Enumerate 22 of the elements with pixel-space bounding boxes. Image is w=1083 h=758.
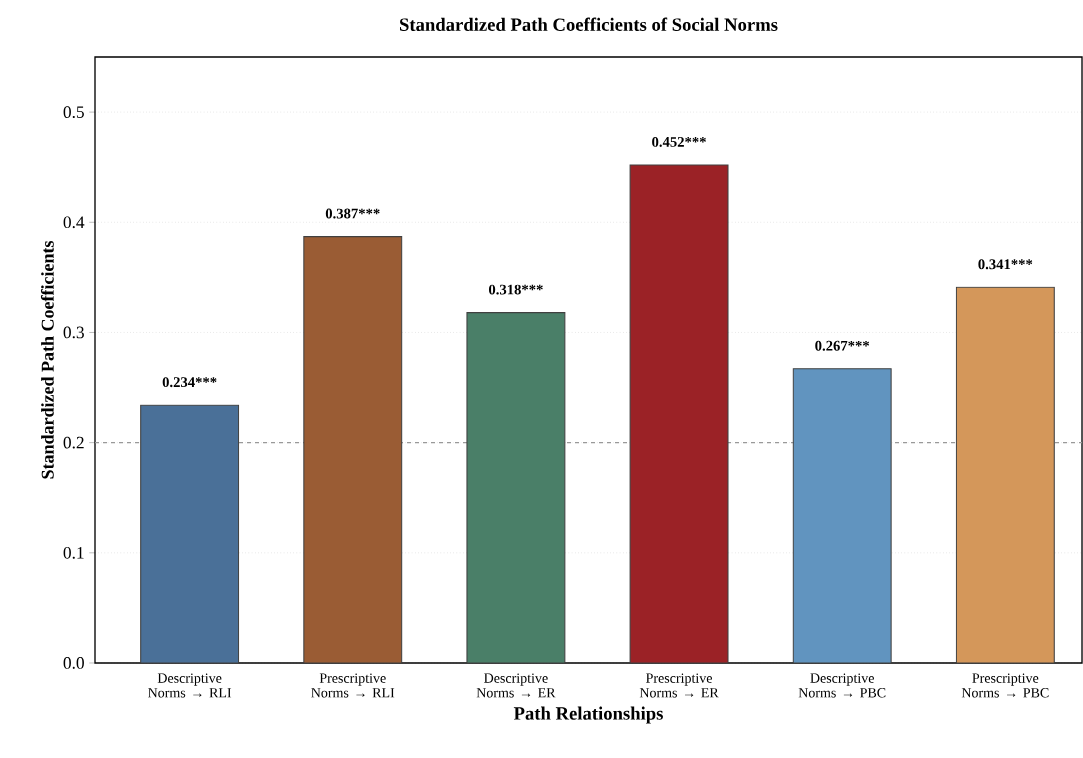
y-tick-label: 0.4 xyxy=(63,216,85,229)
chart-title: Standardized Path Coefficients of Social Norms xyxy=(400,17,778,31)
x-tick-label: Prescriptive Norms → RLI xyxy=(311,673,395,698)
y-tick-label: 0.5 xyxy=(63,106,84,118)
data-label: 0.234*** xyxy=(162,377,217,388)
x-tick-label: Descriptive Norms → ER xyxy=(476,673,556,698)
x-axis-title: Path Relationships xyxy=(513,706,663,724)
x-tick-label: Prescriptive Norms → ER xyxy=(639,673,719,698)
y-tick-label: 0.2 xyxy=(63,436,84,449)
data-label: 0.452*** xyxy=(652,136,706,147)
x-tick-label: Prescriptive Norms → PBC xyxy=(961,673,1049,698)
x-tick-label: Descriptive Norms → RLI xyxy=(148,673,232,698)
data-label: 0.318*** xyxy=(488,284,543,295)
y-axis-title: Standardized Path Coefficients xyxy=(40,240,54,479)
data-label: 0.267*** xyxy=(815,340,870,351)
y-tick-label: 0.1 xyxy=(63,546,84,559)
bar xyxy=(466,312,566,663)
data-label: 0.341*** xyxy=(978,259,1033,270)
y-tick-label: 0.0 xyxy=(63,657,84,669)
x-tick-label: Descriptive Norms → PBC xyxy=(798,673,886,698)
y-tick-label: 0.3 xyxy=(63,326,84,339)
data-label: 0.387*** xyxy=(325,208,380,219)
